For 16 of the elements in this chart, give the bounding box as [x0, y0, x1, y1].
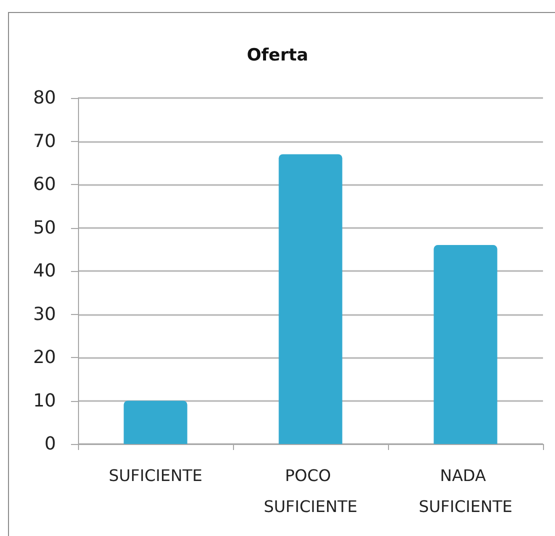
y-tick-label: 40: [33, 260, 56, 282]
x-tick-label: SUFICIENTE: [108, 466, 202, 485]
y-tick-label: 60: [33, 174, 56, 195]
y-tick-label: 10: [33, 390, 56, 412]
y-tick-label: 30: [33, 304, 56, 325]
x-tick-label: NADA SUFICIENTE: [418, 466, 512, 516]
x-tick-label: POCO SUFICIENTE: [264, 466, 358, 516]
y-tick-label: 0: [44, 434, 56, 454]
y-tick-label: 20: [33, 347, 56, 368]
y-tick-label: 50: [33, 217, 56, 238]
y-tick-label: 80: [33, 88, 56, 108]
bar: [434, 245, 498, 444]
bar: [124, 400, 188, 444]
bar: [278, 154, 342, 444]
y-tick-label: 70: [33, 130, 56, 152]
chart-title: Oferta: [246, 46, 308, 66]
